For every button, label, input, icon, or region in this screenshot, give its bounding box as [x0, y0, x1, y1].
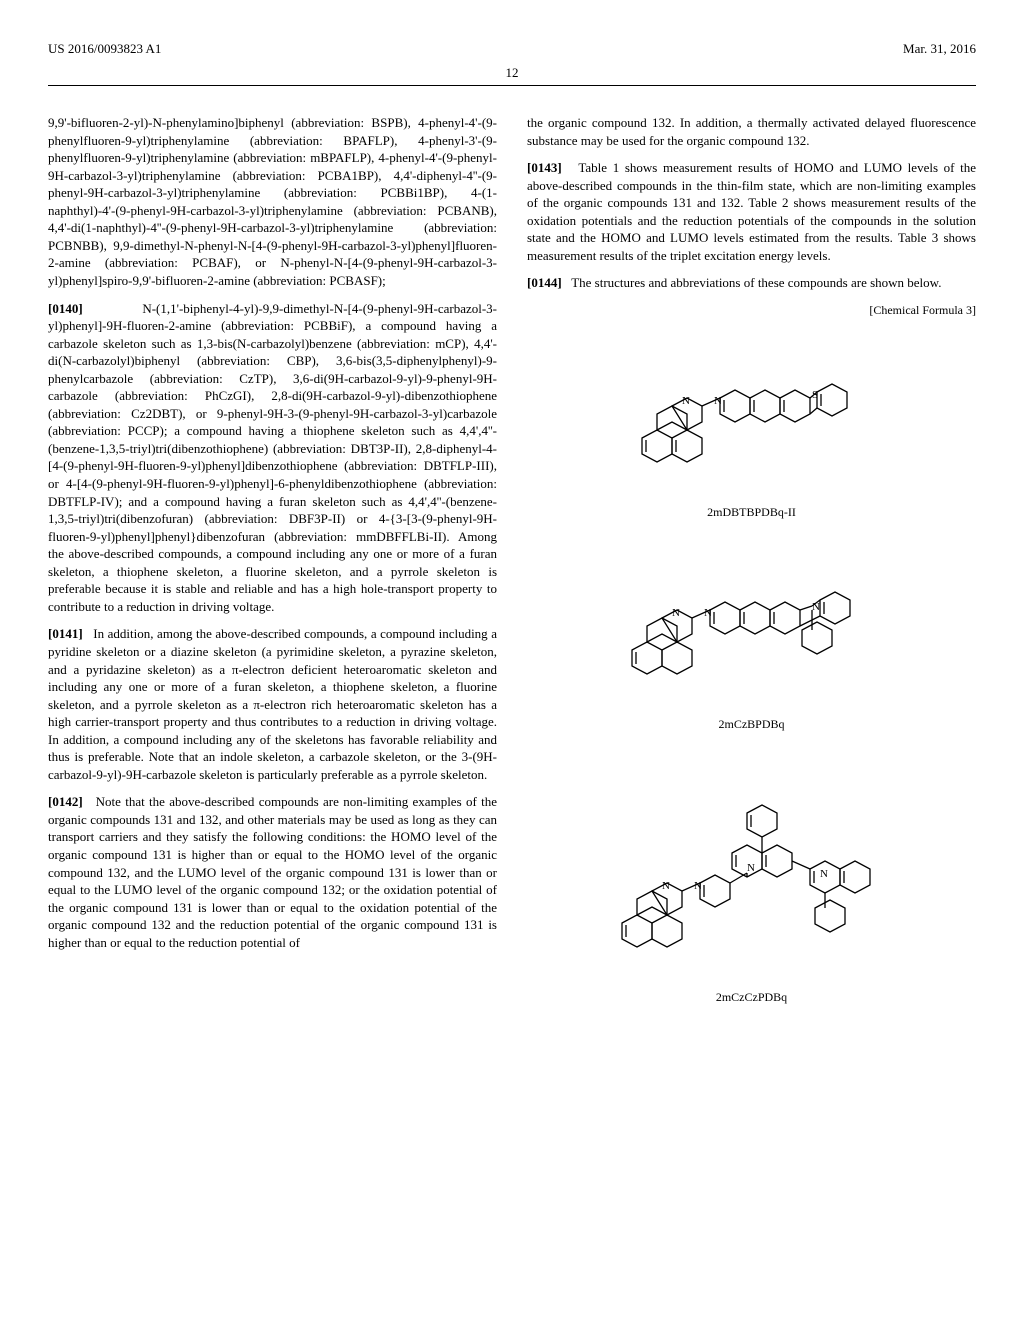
para-0143-text: Table 1 shows measurement results of HOM… [527, 160, 976, 263]
chemical-structure-icon: N N N [602, 540, 902, 710]
chemical-structure-icon: N N S [612, 338, 892, 498]
structure-3: N N N N [527, 753, 976, 1005]
para-0142: [0142] Note that the above-described com… [48, 793, 497, 951]
para-0143: [0143] Table 1 shows measurement results… [527, 159, 976, 264]
compound-3-name: 2mCzCzPDBq [527, 989, 976, 1005]
para-num-0143: [0143] [527, 160, 562, 175]
chemical-structure-icon: N N N N [592, 753, 912, 983]
para-0141: [0141] In addition, among the above-desc… [48, 625, 497, 783]
para-0141-text: In addition, among the above-described c… [48, 626, 497, 781]
page-number-top: 12 [48, 64, 976, 82]
para-num-0140: [0140] [48, 301, 83, 316]
left-column: 9,9'-bifluoren-2-yl)-N-phenylamino]biphe… [48, 114, 497, 1025]
compound-2-name: 2mCzBPDBq [527, 716, 976, 732]
structure-1: N N S [527, 338, 976, 520]
svg-text:N: N [714, 395, 722, 407]
header-rule [48, 85, 976, 86]
para-0144-text: The structures and abbreviations of thes… [571, 275, 941, 290]
svg-text:N: N [662, 880, 670, 892]
para-132-continuation: the organic compound 132. In addition, a… [527, 114, 976, 149]
para-continuation: 9,9'-bifluoren-2-yl)-N-phenylamino]biphe… [48, 114, 497, 289]
para-0140: [0140] N-(1,1'-biphenyl-4-yl)-9,9-dimeth… [48, 300, 497, 616]
svg-text:N: N [820, 868, 828, 880]
svg-text:N: N [694, 880, 702, 892]
publication-number: US 2016/0093823 A1 [48, 40, 161, 58]
svg-text:N: N [747, 862, 755, 874]
right-column: the organic compound 132. In addition, a… [527, 114, 976, 1025]
chemical-formula-label: [Chemical Formula 3] [527, 302, 976, 318]
svg-text:N: N [672, 607, 680, 619]
para-num-0141: [0141] [48, 626, 83, 641]
para-0140-text: N-(1,1'-biphenyl-4-yl)-9,9-dimethyl-N-[4… [48, 301, 497, 614]
body-columns: 9,9'-bifluoren-2-yl)-N-phenylamino]biphe… [48, 114, 976, 1025]
svg-text:N: N [704, 607, 712, 619]
para-0144: [0144] The structures and abbreviations … [527, 274, 976, 292]
compound-1-name: 2mDBTBPDBq-II [527, 504, 976, 520]
svg-text:N: N [682, 395, 690, 407]
para-num-0144: [0144] [527, 275, 562, 290]
para-0142-text: Note that the above-described compounds … [48, 794, 497, 949]
publication-date: Mar. 31, 2016 [903, 40, 976, 58]
para-num-0142: [0142] [48, 794, 83, 809]
structure-2: N N N [527, 540, 976, 732]
